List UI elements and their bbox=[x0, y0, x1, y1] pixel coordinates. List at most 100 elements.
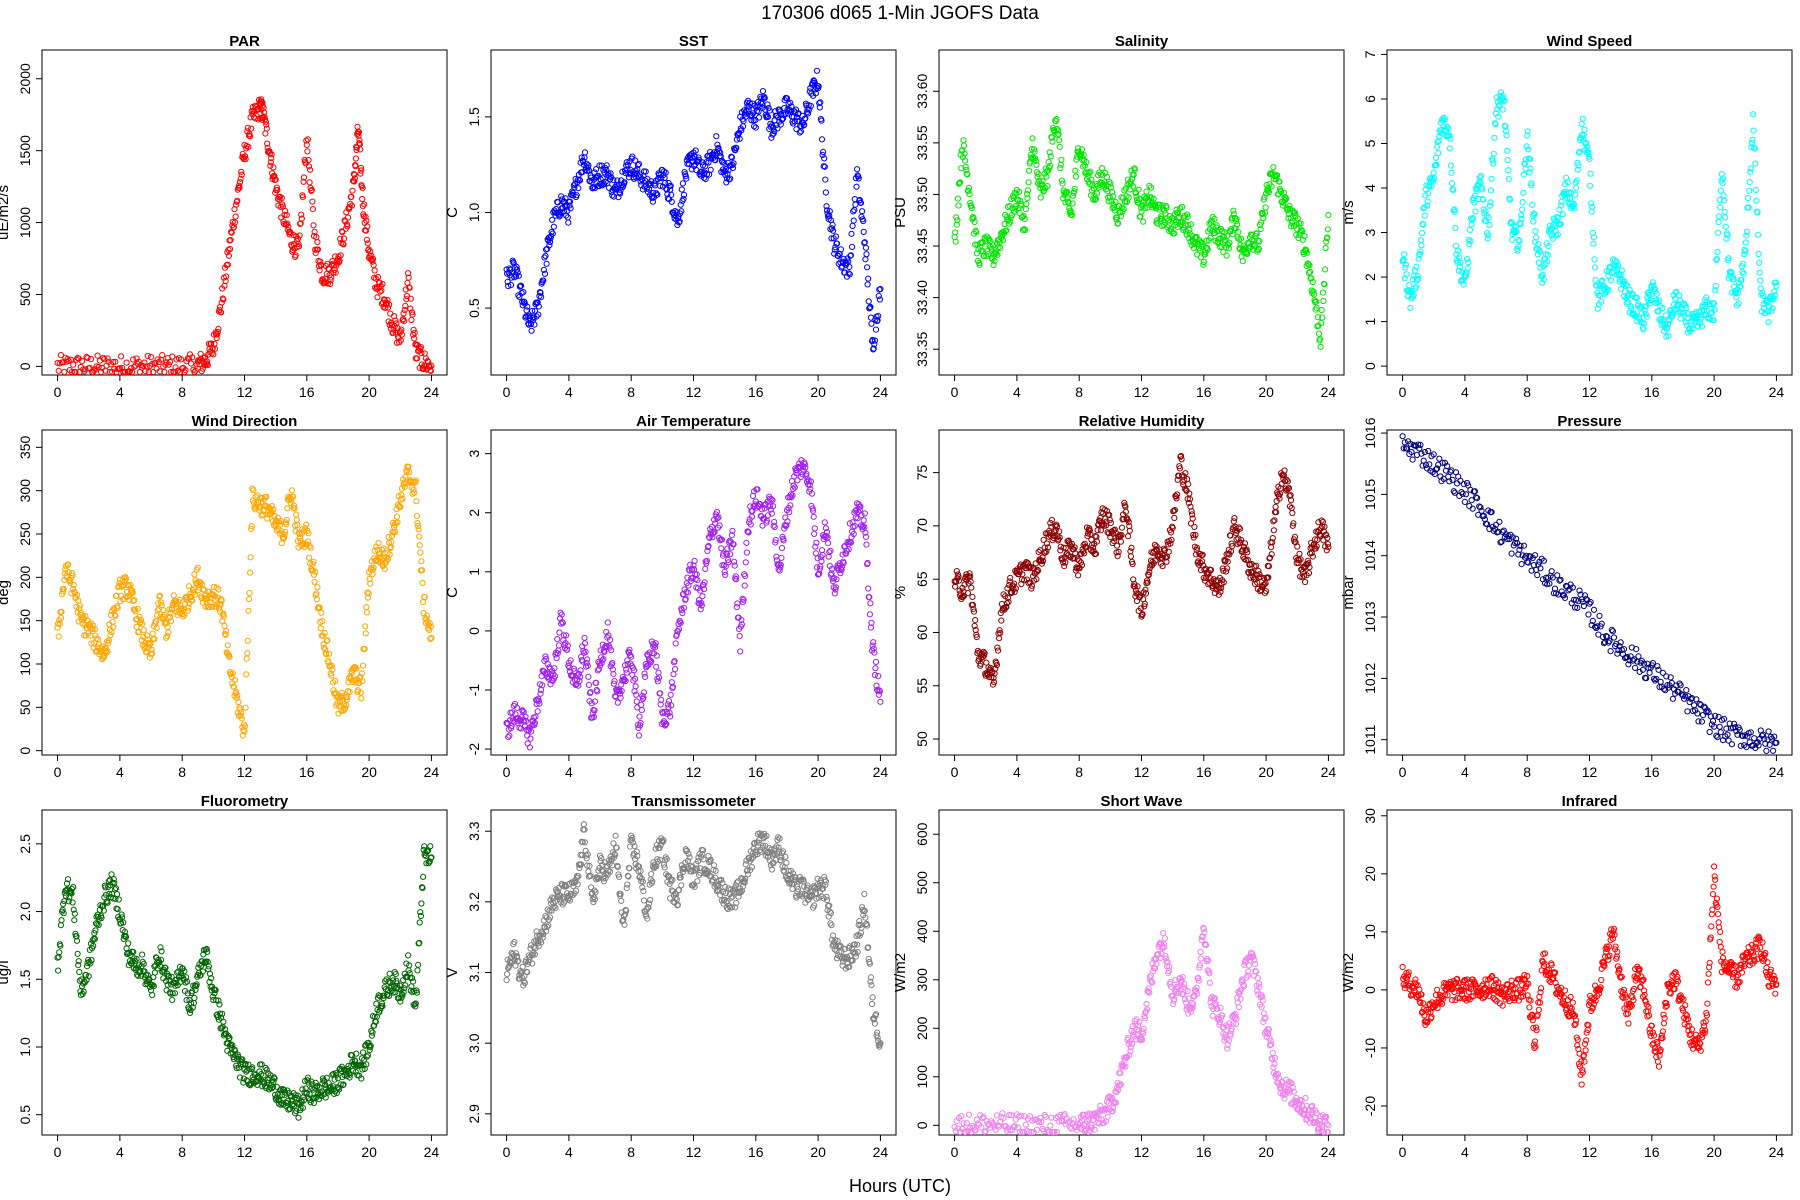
data-point bbox=[1466, 226, 1474, 233]
data-point bbox=[238, 168, 245, 175]
x-tick-label: 24 bbox=[424, 384, 440, 400]
data-point bbox=[410, 326, 417, 333]
data-point bbox=[771, 518, 778, 526]
data-point bbox=[623, 669, 630, 676]
data-point bbox=[348, 202, 355, 209]
data-point bbox=[1125, 533, 1132, 540]
data-point bbox=[1406, 282, 1413, 289]
data-point bbox=[872, 658, 880, 666]
data-point bbox=[1608, 277, 1615, 284]
data-point bbox=[1272, 503, 1279, 510]
data-point bbox=[1058, 156, 1065, 163]
data-point bbox=[357, 164, 364, 172]
data-point bbox=[997, 244, 1004, 252]
data-point bbox=[849, 243, 856, 250]
data-point bbox=[101, 356, 108, 363]
data-point bbox=[818, 136, 826, 143]
y-tick-label: 1015 bbox=[1362, 479, 1378, 510]
data-point bbox=[1399, 433, 1406, 440]
data-point bbox=[865, 585, 872, 592]
x-tick-label: 24 bbox=[873, 384, 889, 400]
data-point bbox=[389, 329, 397, 336]
data-point bbox=[308, 186, 315, 194]
x-tick-label: 20 bbox=[810, 384, 826, 400]
x-tick-label: 4 bbox=[116, 384, 124, 400]
data-point bbox=[400, 310, 407, 317]
data-point bbox=[348, 193, 355, 200]
data-point bbox=[263, 125, 270, 132]
data-point bbox=[812, 550, 820, 557]
x-tick-label: 0 bbox=[951, 384, 959, 400]
data-point bbox=[1407, 304, 1414, 311]
y-axis-label: % bbox=[892, 586, 909, 599]
x-tick-label: 24 bbox=[1321, 384, 1337, 400]
data-point bbox=[106, 368, 114, 376]
data-point bbox=[310, 222, 317, 229]
data-point bbox=[1750, 127, 1757, 134]
data-point bbox=[759, 88, 767, 95]
data-point bbox=[1722, 223, 1729, 230]
data-point bbox=[848, 230, 855, 237]
x-tick-label: 24 bbox=[1321, 764, 1337, 780]
data-point bbox=[368, 252, 375, 259]
data-point bbox=[203, 361, 210, 368]
figure-title: 170306 d065 1-Min JGOFS Data bbox=[761, 3, 1039, 24]
data-point bbox=[267, 162, 274, 169]
data-point bbox=[272, 176, 279, 183]
data-point bbox=[638, 707, 645, 714]
data-point bbox=[218, 299, 225, 306]
data-point bbox=[585, 673, 592, 680]
data-point bbox=[506, 732, 513, 739]
y-tick-label: -1 bbox=[466, 684, 482, 697]
data-point bbox=[378, 287, 385, 294]
data-point bbox=[356, 137, 363, 144]
data-point bbox=[1520, 171, 1528, 178]
data-point bbox=[507, 282, 515, 289]
data-point bbox=[165, 629, 172, 636]
x-tick-label: 0 bbox=[54, 764, 62, 780]
data-point bbox=[55, 367, 62, 374]
y-tick-label: 1016 bbox=[1362, 417, 1378, 448]
x-tick-label: 24 bbox=[424, 764, 440, 780]
data-point bbox=[358, 695, 365, 702]
x-tick-label: 12 bbox=[686, 384, 702, 400]
data-point bbox=[246, 590, 253, 597]
x-tick-label: 12 bbox=[237, 384, 253, 400]
data-point bbox=[364, 240, 371, 247]
x-tick-label: 16 bbox=[748, 764, 764, 780]
data-point bbox=[408, 309, 416, 316]
data-point bbox=[214, 328, 221, 335]
data-point bbox=[406, 284, 413, 291]
data-point bbox=[339, 229, 346, 236]
data-point bbox=[405, 270, 412, 277]
data-point bbox=[1592, 277, 1599, 284]
data-point bbox=[954, 195, 962, 202]
data-point bbox=[261, 109, 268, 116]
y-tick-label: 60 bbox=[914, 624, 930, 640]
data-point bbox=[1402, 261, 1410, 268]
data-point bbox=[667, 691, 674, 698]
data-point bbox=[1026, 167, 1033, 174]
data-point bbox=[416, 533, 423, 540]
data-point bbox=[581, 634, 588, 641]
data-point bbox=[870, 639, 877, 646]
x-tick-label: 12 bbox=[686, 764, 702, 780]
data-point bbox=[68, 368, 76, 376]
data-point bbox=[263, 121, 270, 128]
data-point bbox=[1037, 194, 1044, 201]
data-point bbox=[293, 516, 300, 523]
data-points bbox=[503, 67, 884, 353]
data-point bbox=[371, 267, 378, 274]
x-tick-label: 12 bbox=[1582, 384, 1598, 400]
data-point bbox=[859, 208, 866, 215]
y-tick-label: 1014 bbox=[1362, 540, 1378, 571]
data-point bbox=[653, 663, 660, 670]
x-tick-label: 4 bbox=[1461, 764, 1469, 780]
data-point bbox=[344, 214, 352, 221]
data-point bbox=[298, 211, 305, 218]
data-point bbox=[1447, 135, 1454, 142]
panel-relative-humidity: Relative Humidity%0 4 8 12 16 20 2450556065707… bbox=[892, 413, 1345, 780]
plot-frame bbox=[490, 49, 897, 376]
